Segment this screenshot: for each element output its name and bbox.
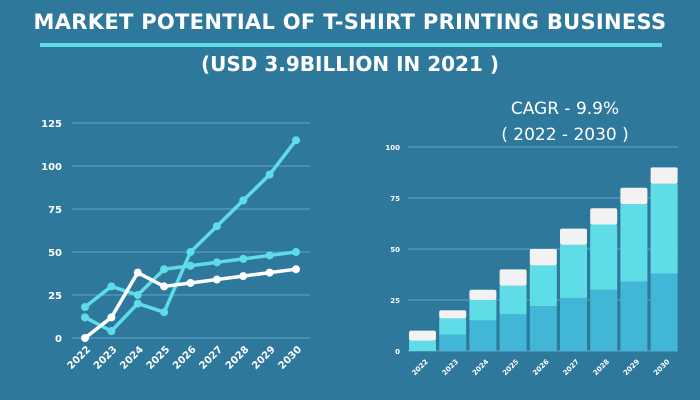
- bar-top: [469, 289, 497, 300]
- x-tick-label: 2028: [224, 344, 251, 371]
- cagr-annotation: CAGR - 9.9% ( 2022 - 2030 ): [470, 96, 660, 148]
- point-series-a: [133, 299, 142, 308]
- y-tick-label: 25: [48, 291, 62, 302]
- x-tick-label: 2029: [622, 358, 642, 378]
- x-tick-label: 2022: [66, 344, 93, 371]
- point-series-c: [186, 278, 195, 287]
- x-tick-label: 2026: [171, 344, 198, 371]
- point-series-c: [107, 313, 116, 322]
- point-series-a: [186, 248, 195, 256]
- page-title: MARKET POTENTIAL OF T-SHIRT PRINTING BUS…: [33, 10, 667, 34]
- bar-chart: 0 25 50 75 100 2022 2023 2024 2025 2026 2027 2028 20…: [385, 144, 678, 377]
- title-divider: [40, 43, 662, 47]
- bar-middle: [439, 318, 467, 335]
- y-tick-label: 75: [48, 205, 62, 216]
- point-series-b: [107, 282, 116, 291]
- y-tick-label: 125: [41, 119, 62, 130]
- point-series-a: [265, 170, 274, 179]
- bar-bottom: [560, 297, 587, 351]
- bar-top: [620, 187, 648, 205]
- x-tick-label: 2028: [592, 358, 612, 378]
- point-series-b: [212, 258, 221, 267]
- point-series-a: [160, 308, 169, 317]
- bar-middle: [409, 340, 436, 351]
- x-tick-label: 2030: [277, 344, 304, 371]
- x-tick-label: 2024: [471, 358, 491, 378]
- point-series-a: [81, 313, 89, 322]
- bar-bottom: [439, 334, 467, 351]
- page-subtitle: (USD 3.9BILLION IN 2021 ): [200, 52, 499, 76]
- point-series-c: [133, 268, 142, 277]
- point-series-a: [107, 327, 116, 336]
- y-tick-label: 75: [390, 195, 400, 203]
- bar-top: [590, 208, 618, 225]
- point-series-b: [265, 251, 274, 260]
- x-tick-label: 2027: [561, 358, 581, 378]
- point-series-b: [133, 291, 142, 299]
- point-series-c: [212, 275, 221, 284]
- point-series-b: [81, 303, 89, 312]
- y-tick-label: 50: [390, 246, 400, 254]
- bar-top: [439, 310, 467, 319]
- x-tick-label: 2026: [531, 358, 551, 378]
- bar-bottom: [529, 306, 557, 351]
- point-series-c: [265, 268, 274, 277]
- bar-top: [409, 330, 436, 341]
- bar-top: [560, 228, 587, 245]
- bar-top: [499, 269, 527, 286]
- y-tick-label: 100: [41, 162, 62, 173]
- x-tick-label: 2025: [501, 358, 521, 378]
- bar-middle: [469, 300, 497, 321]
- x-tick-label: 2024: [118, 344, 145, 371]
- bar-middle: [560, 244, 587, 298]
- y-tick-label: 50: [48, 248, 62, 259]
- point-series-b: [160, 265, 169, 274]
- point-series-c: [292, 265, 300, 274]
- point-series-a: [212, 222, 221, 231]
- point-series-b: [186, 261, 195, 270]
- bar-middle: [620, 204, 648, 282]
- bar-middle: [499, 285, 527, 315]
- y-tick-label: 0: [55, 334, 62, 345]
- bar-bottom: [620, 281, 648, 351]
- bar-top: [650, 167, 678, 184]
- x-tick-label: 2023: [92, 344, 119, 371]
- bar-bottom: [469, 320, 497, 351]
- bar-middle: [650, 183, 678, 274]
- point-series-c: [160, 282, 169, 291]
- x-tick-label: 2025: [145, 344, 172, 371]
- y-tick-label: 0: [395, 348, 400, 356]
- bar-bottom: [650, 273, 678, 351]
- point-series-a: [239, 196, 248, 205]
- x-tick-label: 2023: [441, 358, 461, 378]
- point-series-c: [81, 334, 89, 342]
- cagr-value: CAGR - 9.9%: [510, 99, 620, 119]
- bar-bottom: [499, 314, 527, 351]
- line-series-a: [84, 139, 298, 333]
- bar-middle: [590, 224, 618, 290]
- bar-middle: [529, 265, 557, 307]
- cagr-period: ( 2022 - 2030 ): [501, 125, 629, 145]
- bar-top: [529, 249, 557, 266]
- x-tick-label: 2030: [652, 358, 672, 378]
- y-tick-label: 25: [390, 297, 400, 305]
- point-series-b: [292, 248, 300, 256]
- x-tick-label: 2029: [250, 344, 277, 371]
- point-series-c: [239, 272, 248, 281]
- y-tick-label: 100: [385, 144, 400, 152]
- x-tick-label: 2027: [198, 344, 225, 371]
- line-chart: 0255075100125202220232024202520262027202…: [41, 119, 310, 372]
- bar-bottom: [590, 289, 618, 351]
- point-series-b: [239, 254, 248, 263]
- x-tick-label: 2022: [410, 358, 430, 378]
- point-series-a: [292, 136, 300, 145]
